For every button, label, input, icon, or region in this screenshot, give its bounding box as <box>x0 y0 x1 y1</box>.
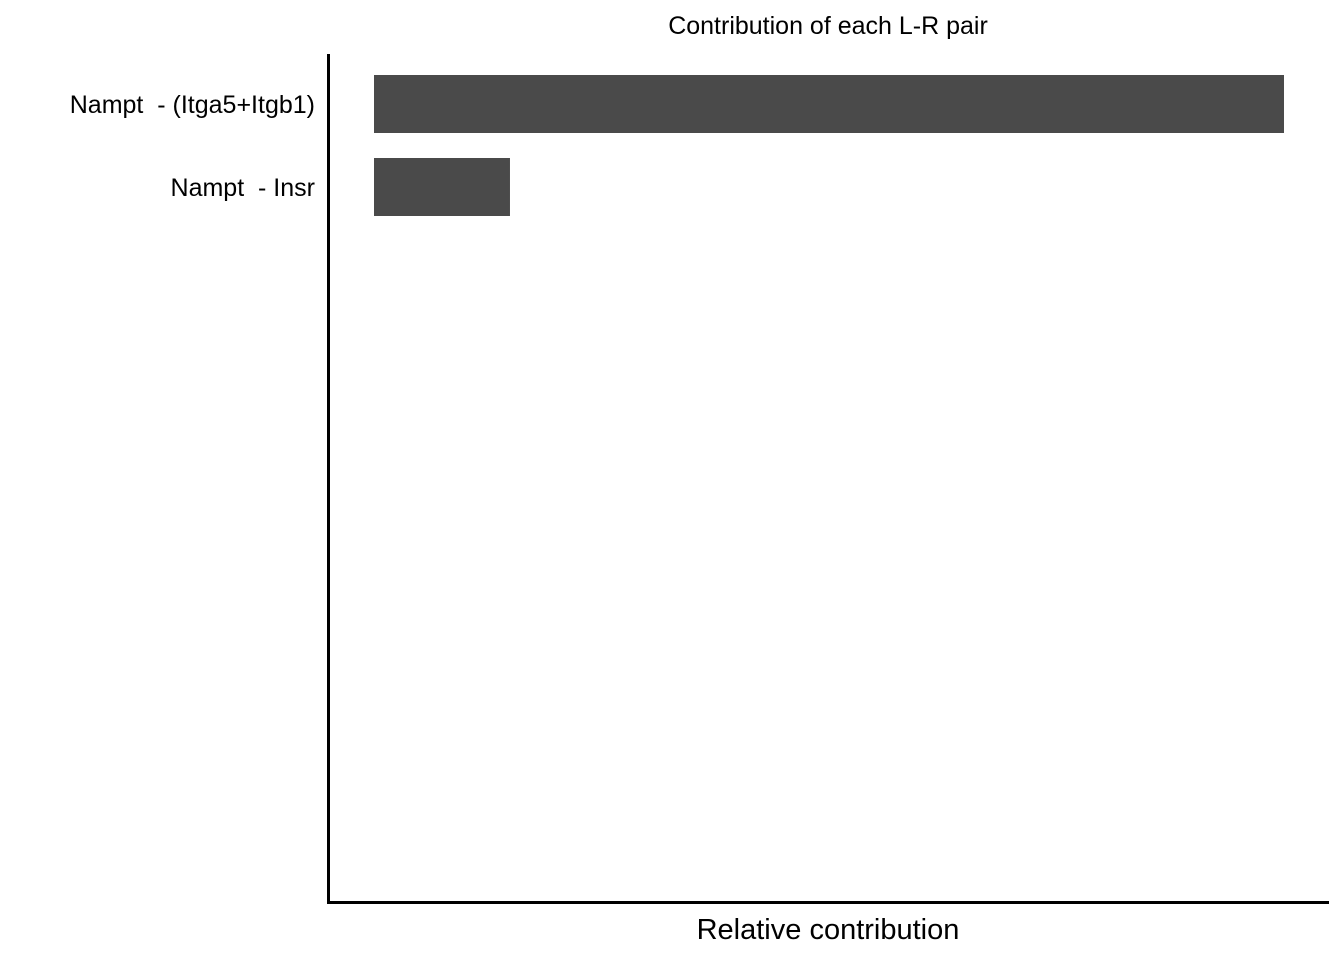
category-labels-group: Nampt - (Itga5+Itgb1) Nampt - Insr <box>70 91 315 202</box>
bar-0 <box>374 75 1284 133</box>
category-label-1: Nampt - Insr <box>171 174 315 202</box>
category-label-0: Nampt - (Itga5+Itgb1) <box>70 91 315 119</box>
chart-title: Contribution of each L-R pair <box>668 12 988 40</box>
bars-group <box>374 75 1284 216</box>
bar-1 <box>374 158 510 216</box>
x-axis-title: Relative contribution <box>697 914 960 946</box>
